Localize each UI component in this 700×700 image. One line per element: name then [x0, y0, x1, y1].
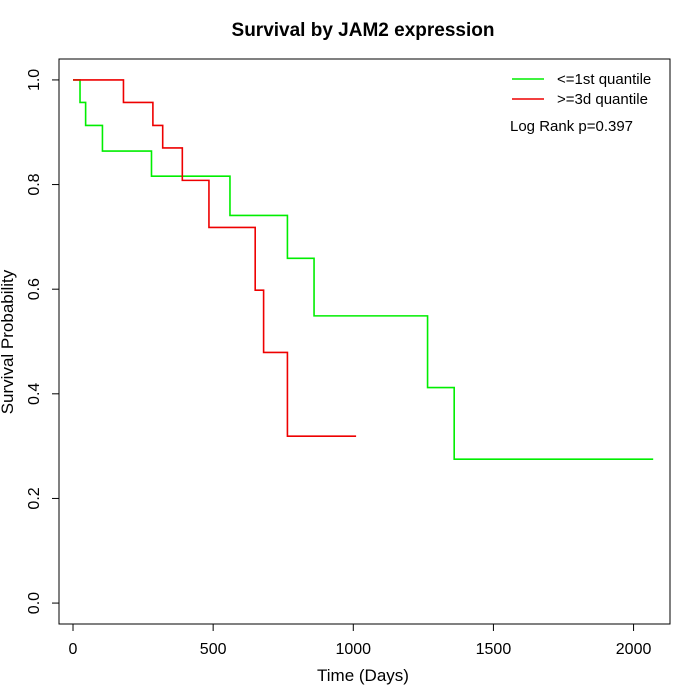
x-axis: 0 500 1000 1500 2000 [69, 623, 652, 658]
survival-curve-1 [73, 79, 654, 461]
x-axis-label: Time (Days) [317, 666, 409, 685]
x-tick-label: 2000 [616, 641, 652, 658]
survival-curve-2 [73, 79, 357, 437]
x-tick-label: 1000 [335, 641, 371, 658]
y-tick-label: 0.0 [26, 592, 43, 614]
y-tick-label: 1.0 [26, 69, 43, 91]
x-tick-label: 500 [200, 641, 227, 658]
y-axis-label: Survival Probability [0, 269, 17, 414]
y-axis: 0.0 0.2 0.4 0.6 0.8 1.0 [26, 69, 60, 614]
x-tick-label: 0 [69, 641, 78, 658]
series-layer [73, 79, 654, 461]
log-rank-annotation: Log Rank p=0.397 [510, 118, 633, 135]
y-tick-label: 0.6 [26, 278, 43, 300]
legend: <=1st quantile >=3d quantile [512, 71, 651, 108]
legend-label: <=1st quantile [557, 71, 651, 88]
y-tick-label: 0.2 [26, 487, 43, 509]
chart-title: Survival by JAM2 expression [232, 20, 495, 41]
x-tick-label: 1500 [476, 641, 512, 658]
plot-frame [58, 58, 671, 625]
y-tick-label: 0.4 [26, 383, 43, 405]
y-tick-label: 0.8 [26, 173, 43, 195]
legend-label: >=3d quantile [557, 91, 648, 108]
